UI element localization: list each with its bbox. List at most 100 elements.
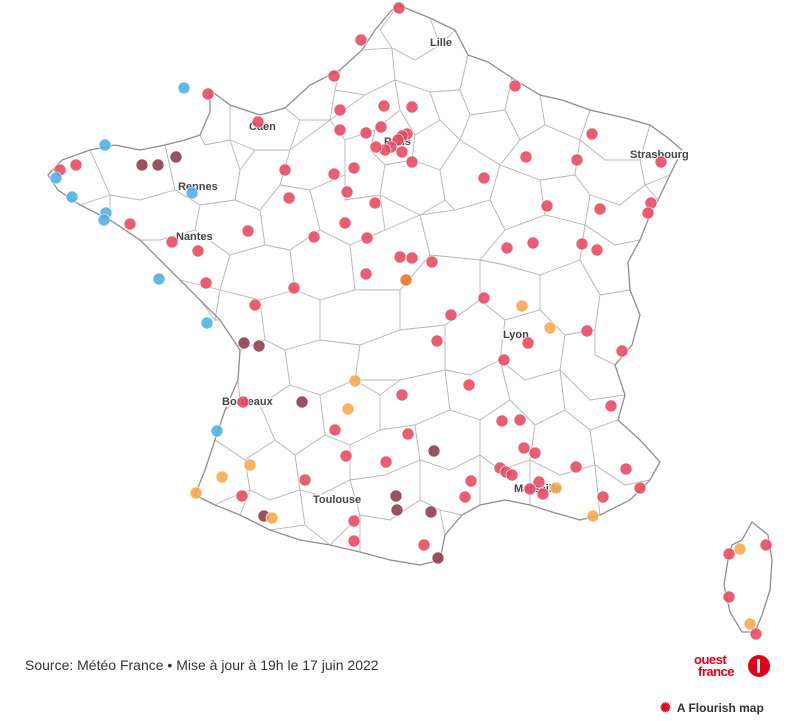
station-dot[interactable] xyxy=(521,336,535,350)
station-dot[interactable] xyxy=(458,490,472,504)
station-dot[interactable] xyxy=(431,551,445,565)
station-dot[interactable] xyxy=(505,468,519,482)
station-dot[interactable] xyxy=(379,455,393,469)
station-dot[interactable] xyxy=(619,462,633,476)
station-dot[interactable] xyxy=(333,123,347,137)
station-dot[interactable] xyxy=(405,155,419,169)
station-dot[interactable] xyxy=(359,126,373,140)
station-dot[interactable] xyxy=(749,627,763,640)
station-dot[interactable] xyxy=(185,186,199,200)
station-dot[interactable] xyxy=(236,395,250,409)
station-dot[interactable] xyxy=(393,250,407,264)
station-dot[interactable] xyxy=(586,509,600,523)
station-dot[interactable] xyxy=(135,158,149,172)
station-dot[interactable] xyxy=(477,291,491,305)
station-dot[interactable] xyxy=(49,171,63,185)
station-dot[interactable] xyxy=(199,276,213,290)
station-dot[interactable] xyxy=(298,473,312,487)
station-dot[interactable] xyxy=(282,191,296,205)
station-dot[interactable] xyxy=(327,167,341,181)
station-dot[interactable] xyxy=(341,402,355,416)
station-dot[interactable] xyxy=(340,185,354,199)
station-dot[interactable] xyxy=(328,423,342,437)
station-dot[interactable] xyxy=(237,336,251,350)
station-dot[interactable] xyxy=(513,413,527,427)
station-dot[interactable] xyxy=(395,145,409,159)
station-dot[interactable] xyxy=(462,378,476,392)
station-dot[interactable] xyxy=(405,251,419,265)
station-dot[interactable] xyxy=(575,237,589,251)
station-dot[interactable] xyxy=(526,236,540,250)
station-dot[interactable] xyxy=(528,446,542,460)
station-dot[interactable] xyxy=(596,490,610,504)
station-dot[interactable] xyxy=(374,120,388,134)
station-dot[interactable] xyxy=(722,547,736,561)
station-dot[interactable] xyxy=(327,69,341,83)
station-dot[interactable] xyxy=(593,202,607,216)
station-dot[interactable] xyxy=(399,273,413,287)
station-dot[interactable] xyxy=(151,158,165,172)
station-dot[interactable] xyxy=(165,235,179,249)
station-dot[interactable] xyxy=(359,267,373,281)
station-dot[interactable] xyxy=(590,243,604,257)
station-dot[interactable] xyxy=(354,33,368,47)
station-dot[interactable] xyxy=(497,353,511,367)
station-dot[interactable] xyxy=(517,441,531,455)
station-dot[interactable] xyxy=(405,100,419,114)
station-dot[interactable] xyxy=(733,542,747,556)
station-dot[interactable] xyxy=(307,230,321,244)
station-dot[interactable] xyxy=(360,231,374,245)
station-dot[interactable] xyxy=(477,171,491,185)
station-dot[interactable] xyxy=(570,153,584,167)
station-dot[interactable] xyxy=(532,475,546,489)
station-dot[interactable] xyxy=(339,449,353,463)
station-dot[interactable] xyxy=(417,538,431,552)
station-dot[interactable] xyxy=(369,140,383,154)
station-dot[interactable] xyxy=(348,374,362,388)
station-dot[interactable] xyxy=(333,103,347,117)
station-dot[interactable] xyxy=(390,503,404,517)
station-dot[interactable] xyxy=(464,474,478,488)
station-dot[interactable] xyxy=(425,255,439,269)
station-dot[interactable] xyxy=(295,395,309,409)
station-dot[interactable] xyxy=(241,224,255,238)
station-dot[interactable] xyxy=(540,199,554,213)
station-dot[interactable] xyxy=(569,460,583,474)
station-dot[interactable] xyxy=(401,427,415,441)
station-dot[interactable] xyxy=(65,190,79,204)
station-dot[interactable] xyxy=(430,334,444,348)
station-dot[interactable] xyxy=(515,299,529,313)
station-dot[interactable] xyxy=(98,138,112,152)
station-dot[interactable] xyxy=(427,444,441,458)
station-dot[interactable] xyxy=(377,99,391,113)
station-dot[interactable] xyxy=(615,344,629,358)
station-dot[interactable] xyxy=(368,196,382,210)
station-dot[interactable] xyxy=(347,161,361,175)
station-dot[interactable] xyxy=(177,81,191,95)
flourish-credit[interactable]: ✺ A Flourish map xyxy=(660,700,764,716)
station-dot[interactable] xyxy=(189,486,203,500)
station-dot[interactable] xyxy=(392,1,406,15)
ouest-france-logo[interactable]: ouest france xyxy=(694,652,774,682)
station-dot[interactable] xyxy=(495,414,509,428)
station-dot[interactable] xyxy=(210,424,224,438)
station-dot[interactable] xyxy=(338,216,352,230)
station-dot[interactable] xyxy=(235,489,249,503)
station-dot[interactable] xyxy=(243,458,257,472)
station-dot[interactable] xyxy=(759,538,773,552)
station-dot[interactable] xyxy=(508,79,522,93)
station-dot[interactable] xyxy=(604,399,618,413)
station-dot[interactable] xyxy=(500,241,514,255)
station-dot[interactable] xyxy=(654,155,668,169)
station-dot[interactable] xyxy=(123,217,137,231)
station-dot[interactable] xyxy=(152,272,166,286)
station-dot[interactable] xyxy=(169,150,183,164)
station-dot[interactable] xyxy=(200,316,214,330)
station-dot[interactable] xyxy=(424,505,438,519)
station-dot[interactable] xyxy=(347,514,361,528)
station-dot[interactable] xyxy=(191,244,205,258)
station-dot[interactable] xyxy=(69,158,83,172)
station-dot[interactable] xyxy=(347,534,361,548)
station-dot[interactable] xyxy=(287,281,301,295)
station-dot[interactable] xyxy=(215,470,229,484)
